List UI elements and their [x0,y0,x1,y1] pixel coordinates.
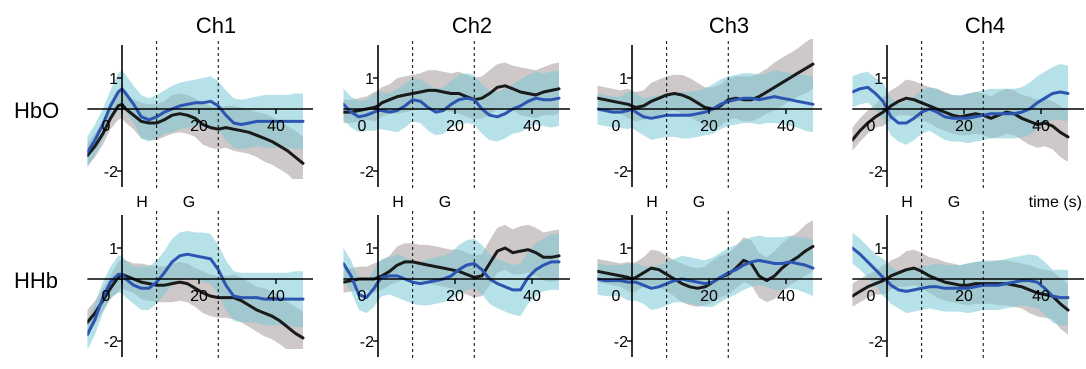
x-tick-label: 0 [612,288,621,305]
y-tick-label: 1 [619,71,628,88]
y-tick-label: 1 [365,241,374,258]
confidence-band-blue [87,230,303,349]
phase-label-h: H [646,194,658,211]
channel-title-4: Ch4 [965,13,1005,38]
y-tick-label: 1 [619,241,628,258]
x-tick-label: 0 [358,118,367,135]
x-tick-label: 20 [955,288,973,305]
phase-label-g: G [948,194,960,211]
y-tick-label: 1 [109,71,118,88]
x-tick-label: 20 [700,288,718,305]
row-label-hhb: HHb [14,268,58,293]
x-tick-label: 20 [700,118,718,135]
x-tick-label: 0 [102,288,111,305]
x-tick-label: 0 [867,288,876,305]
x-tick-label: 40 [267,118,285,135]
panel-hbo-ch3: 1 -2 0 20 40 H G [597,39,822,211]
y-tick-label: -2 [104,164,118,181]
x-tick-label: 0 [612,118,621,135]
x-tick-label: 40 [777,288,795,305]
panel-hhb-ch3: 1 -2 0 20 40 [597,211,822,359]
panel-hhb-ch2: 1 -2 0 20 40 [343,211,570,359]
panel-hbo-ch4: 1 -2 0 20 40 H G [852,41,1084,211]
panel-hhb-ch4: 1 -2 0 20 40 [852,211,1084,359]
panel-hhb-ch1: 1 -2 0 20 40 [87,211,313,359]
x-tick-label: 40 [267,288,285,305]
y-tick-label: -2 [360,334,374,351]
confidence-band-blue [852,64,1068,145]
x-tick-label: 40 [1032,288,1050,305]
x-tick-label: 0 [102,118,111,135]
time-axis-label: time (s) [1029,194,1082,211]
phase-label-h: H [136,194,148,211]
channel-title-2: Ch2 [452,13,492,38]
y-tick-label: -2 [614,164,628,181]
x-tick-label: 20 [446,118,464,135]
x-tick-label: 0 [358,288,367,305]
y-tick-label: -2 [614,334,628,351]
phase-label-g: G [183,194,195,211]
x-tick-label: 40 [523,288,541,305]
confidence-band-blue [597,235,813,310]
phase-label-h: H [901,194,913,211]
x-tick-label: 20 [955,118,973,135]
row-label-hbo: HbO [14,98,59,123]
x-tick-label: 20 [446,288,464,305]
panel-hbo-ch1: 1 -2 0 20 40 H G [87,41,313,211]
y-tick-label: 1 [874,241,883,258]
channel-title-1: Ch1 [196,13,236,38]
confidence-band-blue [597,70,813,140]
x-tick-label: 20 [190,118,208,135]
phase-label-g: G [439,194,451,211]
x-tick-label: 40 [777,118,795,135]
y-tick-label: -2 [104,334,118,351]
y-tick-label: 1 [365,71,374,88]
channel-title-3: Ch3 [709,13,749,38]
y-tick-label: 1 [109,241,118,258]
x-tick-label: 0 [867,118,876,135]
x-tick-label: 20 [190,288,208,305]
y-tick-label: 1 [874,71,883,88]
phase-label-g: G [693,194,705,211]
phase-label-h: H [392,194,404,211]
y-tick-label: -2 [360,164,374,181]
y-tick-label: -2 [869,334,883,351]
x-tick-label: 40 [1032,118,1050,135]
x-tick-label: 40 [523,118,541,135]
panel-hbo-ch2: 1 -2 0 20 40 H G [343,41,570,211]
y-tick-label: -2 [869,164,883,181]
